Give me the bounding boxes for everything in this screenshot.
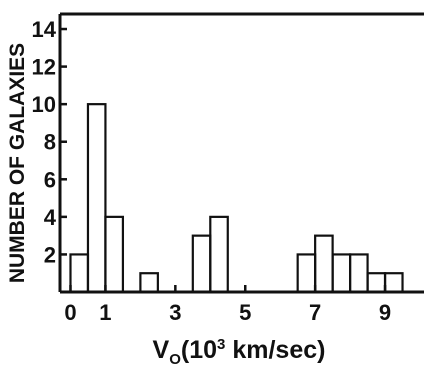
x-axis-title-base: V bbox=[153, 336, 170, 364]
y-tick-label: 12 bbox=[32, 55, 56, 80]
y-axis-title: NUMBER OF GALAXIES bbox=[6, 43, 29, 283]
y-tick-label: 10 bbox=[32, 92, 56, 117]
x-axis-title-close: km/sec) bbox=[225, 336, 325, 364]
y-tick-label: 2 bbox=[44, 242, 56, 267]
y-tick-label: 14 bbox=[32, 17, 57, 42]
x-tick-label: 0 bbox=[64, 300, 76, 325]
x-axis-title-sup: 3 bbox=[217, 336, 225, 353]
x-tick-label: 9 bbox=[379, 300, 391, 325]
histogram-bar bbox=[69, 253, 90, 294]
histogram-bar bbox=[348, 253, 369, 294]
x-tick-label: 5 bbox=[239, 300, 251, 325]
tick-labels: 2 4 6 8 10 12 14 0 1 3 5 7 9 bbox=[32, 17, 392, 325]
x-tick-label: 3 bbox=[169, 300, 181, 325]
histogram-bar bbox=[139, 272, 159, 294]
histogram-bar bbox=[314, 234, 334, 294]
x-axis-title-sub: O bbox=[169, 351, 181, 366]
y-tick-label: 6 bbox=[44, 167, 56, 192]
histogram-bar bbox=[191, 234, 212, 294]
histogram-bar bbox=[104, 215, 125, 294]
histogram-bar bbox=[383, 272, 404, 294]
histogram-bar bbox=[86, 103, 107, 294]
x-axis-title-open: (10 bbox=[181, 336, 217, 364]
x-axis-title: VO(103 km/sec) bbox=[153, 336, 326, 366]
y-tick-label: 8 bbox=[44, 130, 56, 155]
x-tick-label: 7 bbox=[309, 300, 321, 325]
y-tick-label: 4 bbox=[44, 205, 57, 230]
histogram-bar bbox=[209, 215, 229, 294]
plot-area bbox=[58, 12, 424, 294]
histogram-bar bbox=[331, 253, 352, 294]
axis-titles: NUMBER OF GALAXIES VO(103 km/sec) bbox=[6, 43, 325, 366]
histogram-bar bbox=[296, 253, 317, 294]
x-tick-label: 1 bbox=[99, 300, 111, 325]
histogram-bar bbox=[366, 272, 387, 294]
tick-marks bbox=[60, 27, 387, 292]
